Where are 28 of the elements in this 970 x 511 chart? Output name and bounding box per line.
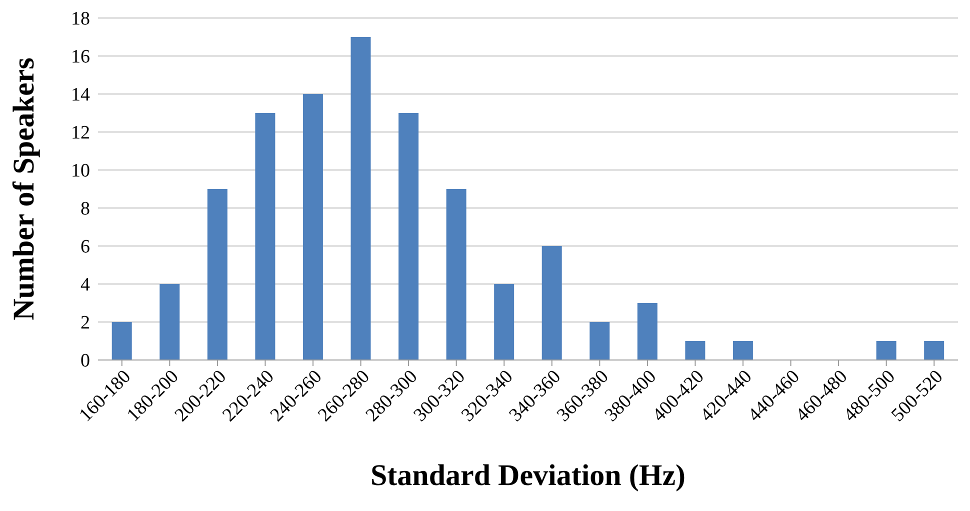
bar: [255, 113, 276, 360]
bar: [160, 284, 180, 360]
bar: [876, 341, 896, 360]
y-tick-label: 8: [80, 198, 90, 220]
bar: [494, 284, 514, 360]
bar: [685, 341, 706, 360]
bar: [924, 341, 944, 360]
y-tick-label: 4: [80, 274, 90, 296]
bar: [732, 341, 753, 360]
bar: [350, 37, 371, 360]
y-axis-title: Number of Speakers: [8, 58, 41, 320]
x-axis-title: Standard Deviation (Hz): [370, 459, 686, 492]
bar: [542, 246, 562, 360]
y-tick-label: 10: [71, 160, 90, 182]
bar: [398, 113, 419, 360]
bar: [112, 322, 132, 360]
y-tick-label: 18: [71, 8, 90, 30]
y-tick-label: 2: [80, 312, 90, 334]
y-tick-label: 16: [71, 46, 90, 68]
bar: [590, 322, 610, 360]
y-tick-label: 12: [71, 122, 90, 144]
y-tick-label: 6: [80, 236, 90, 258]
y-tick-label: 14: [71, 84, 90, 106]
bar: [207, 189, 228, 360]
bar: [446, 189, 466, 360]
y-tick-label: 0: [80, 350, 90, 372]
bar: [302, 94, 323, 360]
bar: [637, 303, 658, 360]
